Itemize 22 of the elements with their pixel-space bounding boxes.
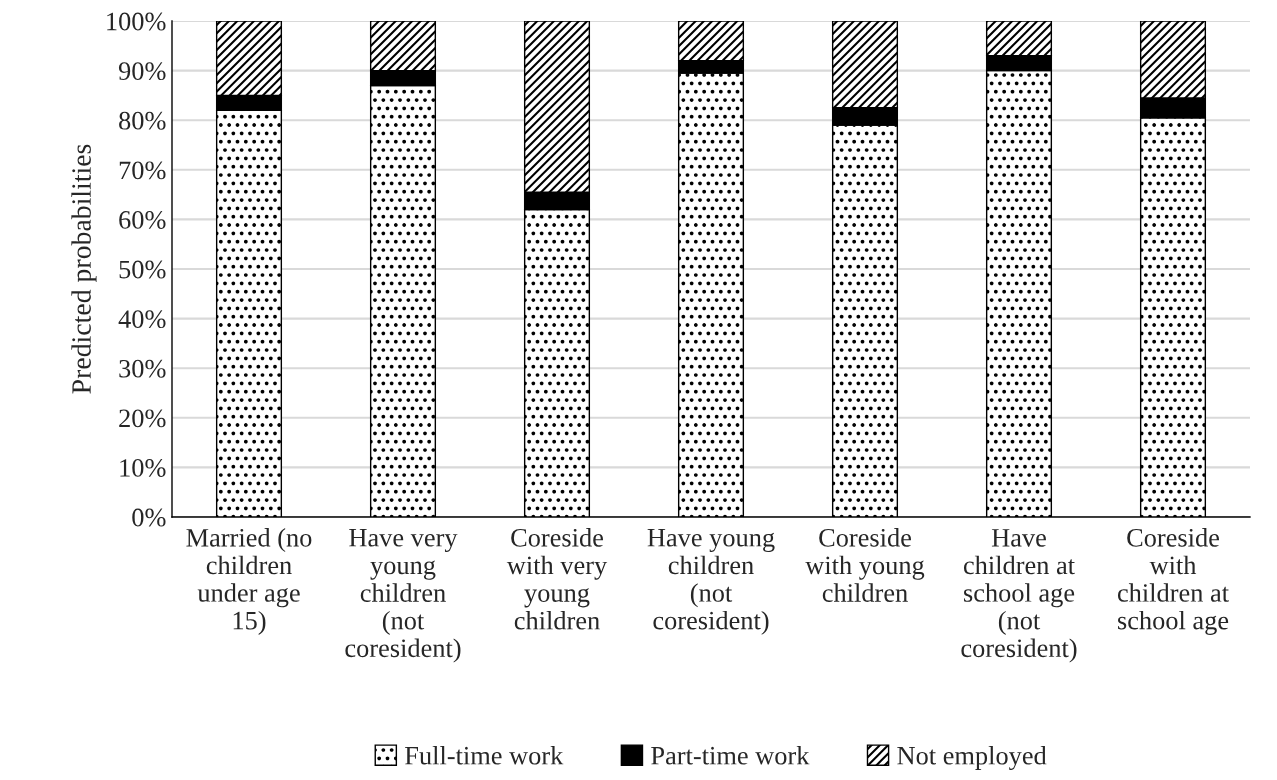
legend-label: Full-time work — [405, 746, 564, 765]
y-tick-label: 30% — [119, 359, 166, 378]
x-tick-label: Coreside with children at school age — [1117, 528, 1229, 635]
y-tick-label: 100% — [107, 12, 166, 31]
y-tick-label: 50% — [119, 260, 166, 279]
y-tick-label: 20% — [119, 409, 166, 428]
x-tick-label: Have very young children (not coresident) — [345, 529, 461, 663]
y-tick-label: 70% — [119, 161, 166, 180]
y-tick-label: 0% — [132, 508, 166, 527]
legend-label: Part-time work — [651, 746, 810, 765]
y-axis-title: Predicted probabilities — [71, 144, 97, 394]
y-tick-label: 60% — [119, 211, 166, 229]
x-tick-label: Coreside with very young children — [506, 528, 608, 630]
x-tick-label: Have children at school age (not coresident) — [961, 529, 1077, 663]
x-tick-label: Coreside with young children — [805, 528, 925, 602]
x-tick-label: Married (no children under age 15) — [186, 528, 312, 635]
y-tick-label: 80% — [119, 111, 166, 130]
y-tick-label: 90% — [118, 62, 166, 81]
y-tick-label: 40% — [118, 310, 166, 329]
legend-label: Not employed — [897, 746, 1047, 771]
y-tick-label: 10% — [120, 459, 166, 477]
x-tick-label: Have young children (not coresident) — [647, 529, 775, 635]
